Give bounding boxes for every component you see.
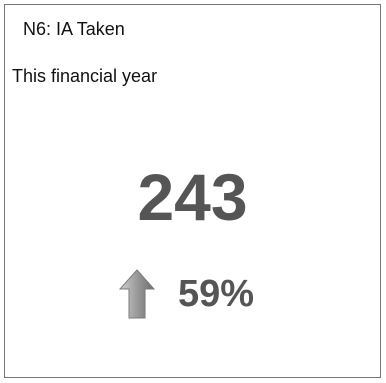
- metric-value: 243: [137, 160, 248, 234]
- kpi-widget: N6: IA Taken This financial year 243 59%: [4, 4, 381, 378]
- trend-indicator: 59%: [119, 269, 254, 319]
- trend-percent: 59%: [178, 273, 255, 315]
- widget-subtitle: This financial year: [12, 66, 158, 86]
- widget-title: N6: IA Taken: [23, 19, 125, 39]
- up-arrow-icon: [119, 269, 155, 319]
